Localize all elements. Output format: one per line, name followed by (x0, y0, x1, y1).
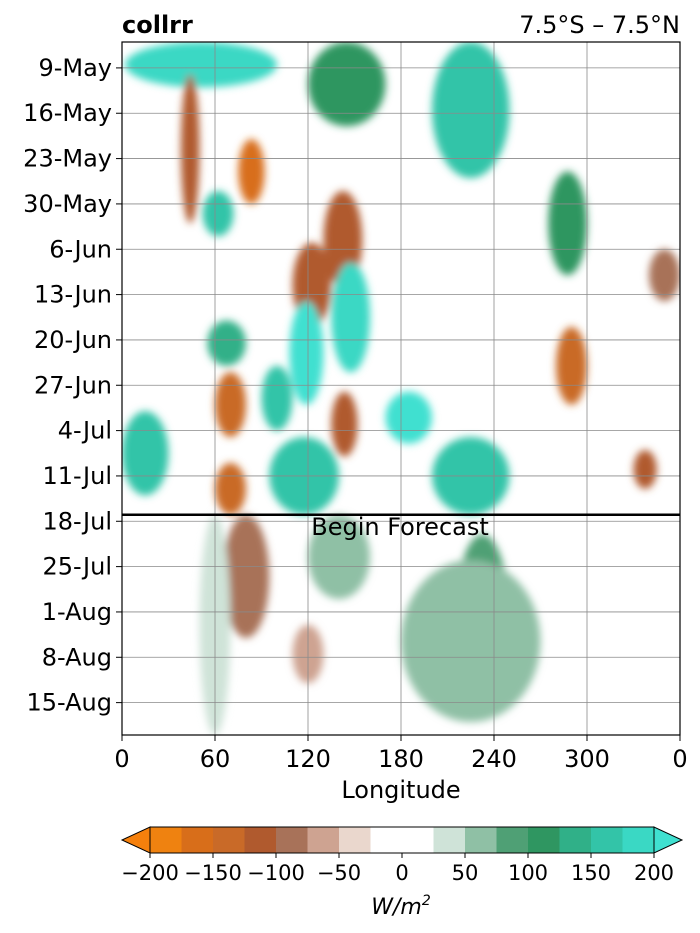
anomaly-feature-18 (122, 411, 169, 496)
heatmap-field (122, 42, 680, 735)
anomaly-feature-23 (222, 514, 270, 638)
y-tick-label-0: 9-May (38, 54, 112, 82)
colorbar-segment-12 (559, 827, 592, 853)
anomaly-feature-14 (261, 365, 293, 431)
colorbar-segment-14 (622, 827, 655, 853)
x-tick-label-6: 0 (672, 745, 687, 773)
y-tick-label-9: 11-Jul (43, 462, 113, 490)
anomaly-feature-2 (308, 42, 386, 127)
x-axis-label: Longitude (341, 776, 460, 804)
x-tick-label-5: 300 (564, 745, 610, 773)
colorbar-tick-label-1: −150 (184, 861, 242, 885)
anomaly-feature-17 (331, 391, 358, 457)
colorbar-label: W/m2 (371, 893, 431, 920)
y-tick-label-4: 6-Jun (49, 235, 112, 263)
gridlines (121, 42, 681, 735)
anomaly-feature-16 (385, 391, 432, 444)
anomaly-feature-26 (308, 514, 370, 599)
y-tick-label-1: 16-May (23, 99, 112, 127)
y-tick-label-2: 23-May (23, 145, 112, 173)
anomaly-feature-15 (215, 372, 246, 438)
colorbar-tick-label-5: 50 (452, 861, 479, 885)
anomaly-feature-12 (207, 320, 246, 366)
y-tick-label-6: 20-Jun (34, 326, 112, 354)
anomaly-feature-0 (125, 42, 277, 88)
anomaly-feature-22 (633, 450, 657, 489)
colorbar-segment-0 (150, 827, 182, 853)
anomaly-feature-1 (432, 42, 510, 179)
colorbar-segment-3 (244, 827, 277, 853)
colorbar-segment-10 (496, 827, 529, 853)
colorbar-over-arrow (653, 826, 684, 854)
y-tick-label-5: 13-Jun (34, 281, 112, 309)
y-tick-label-8: 4-Jul (58, 417, 112, 445)
colorbar-tick-label-7: 150 (571, 861, 611, 885)
y-tick-label-14: 15-Aug (26, 689, 112, 717)
anomaly-feature-9 (331, 262, 370, 373)
colorbar-segment-4 (276, 827, 308, 853)
anomaly-blobs (122, 42, 680, 735)
y-tick-label-10: 18-Jul (43, 507, 113, 535)
colorbar-tick-label-0: −200 (121, 861, 179, 885)
colorbar-segment-11 (528, 827, 560, 853)
y-tick-label-7: 27-Jun (34, 371, 112, 399)
anomaly-feature-25 (401, 560, 541, 723)
colorbar-segment-8 (433, 827, 466, 853)
colorbar-segment-9 (465, 827, 497, 853)
colorbar-label-exponent: 2 (422, 893, 431, 909)
colorbar-tick-label-2: −100 (247, 861, 305, 885)
colorbar-segment-1 (181, 827, 214, 853)
x-tick-label-1: 60 (200, 745, 231, 773)
colorbar-label-unit: W/m (371, 895, 422, 920)
colorbar-tick-label-3: −50 (317, 861, 361, 885)
colorbar-under-arrow (120, 826, 151, 854)
anomaly-feature-5 (202, 190, 234, 237)
colorbar-tick-label-6: 100 (508, 861, 548, 885)
y-tick-label-13: 8-Aug (42, 643, 112, 671)
anomaly-feature-3 (238, 139, 265, 204)
anomaly-feature-7 (548, 171, 587, 276)
colorbar-segment-7 (370, 827, 434, 853)
x-tick-label-2: 120 (285, 745, 331, 773)
x-tick-label-4: 240 (471, 745, 517, 773)
colorbar: −200 −150 −100 −50 0 50 100 150 200 (120, 826, 684, 885)
y-tick-label-11: 25-Jul (43, 553, 113, 581)
y-axis: 9-May 16-May 23-May 30-May 6-Jun 13-Jun 20-Jun… (23, 54, 122, 717)
colorbar-tick-label-8: 200 (634, 861, 674, 885)
x-tick-label-3: 180 (378, 745, 424, 773)
anomaly-feature-4 (180, 74, 200, 224)
anomaly-feature-10 (649, 249, 680, 302)
chart-subtitle: 7.5°S – 7.5°N (519, 11, 680, 39)
colorbar-tick-label-4: 0 (395, 861, 408, 885)
colorbar-segment-5 (307, 827, 340, 853)
chart-title: collrr (122, 11, 193, 39)
colorbar-segment-13 (591, 827, 623, 853)
y-tick-label-3: 30-May (23, 190, 112, 218)
plot-area: Begin Forecast (121, 41, 681, 736)
anomaly-feature-11 (289, 301, 324, 405)
colorbar-segment-2 (213, 827, 245, 853)
colorbar-segment-6 (339, 827, 371, 853)
x-axis: 0 60 120 180 240 300 0 (114, 735, 688, 773)
forecast-label: Begin Forecast (311, 513, 489, 541)
x-tick-label-0: 0 (114, 745, 129, 773)
y-tick-label-12: 1-Aug (42, 598, 112, 626)
anomaly-feature-13 (556, 326, 587, 405)
anomaly-feature-20 (215, 462, 246, 515)
